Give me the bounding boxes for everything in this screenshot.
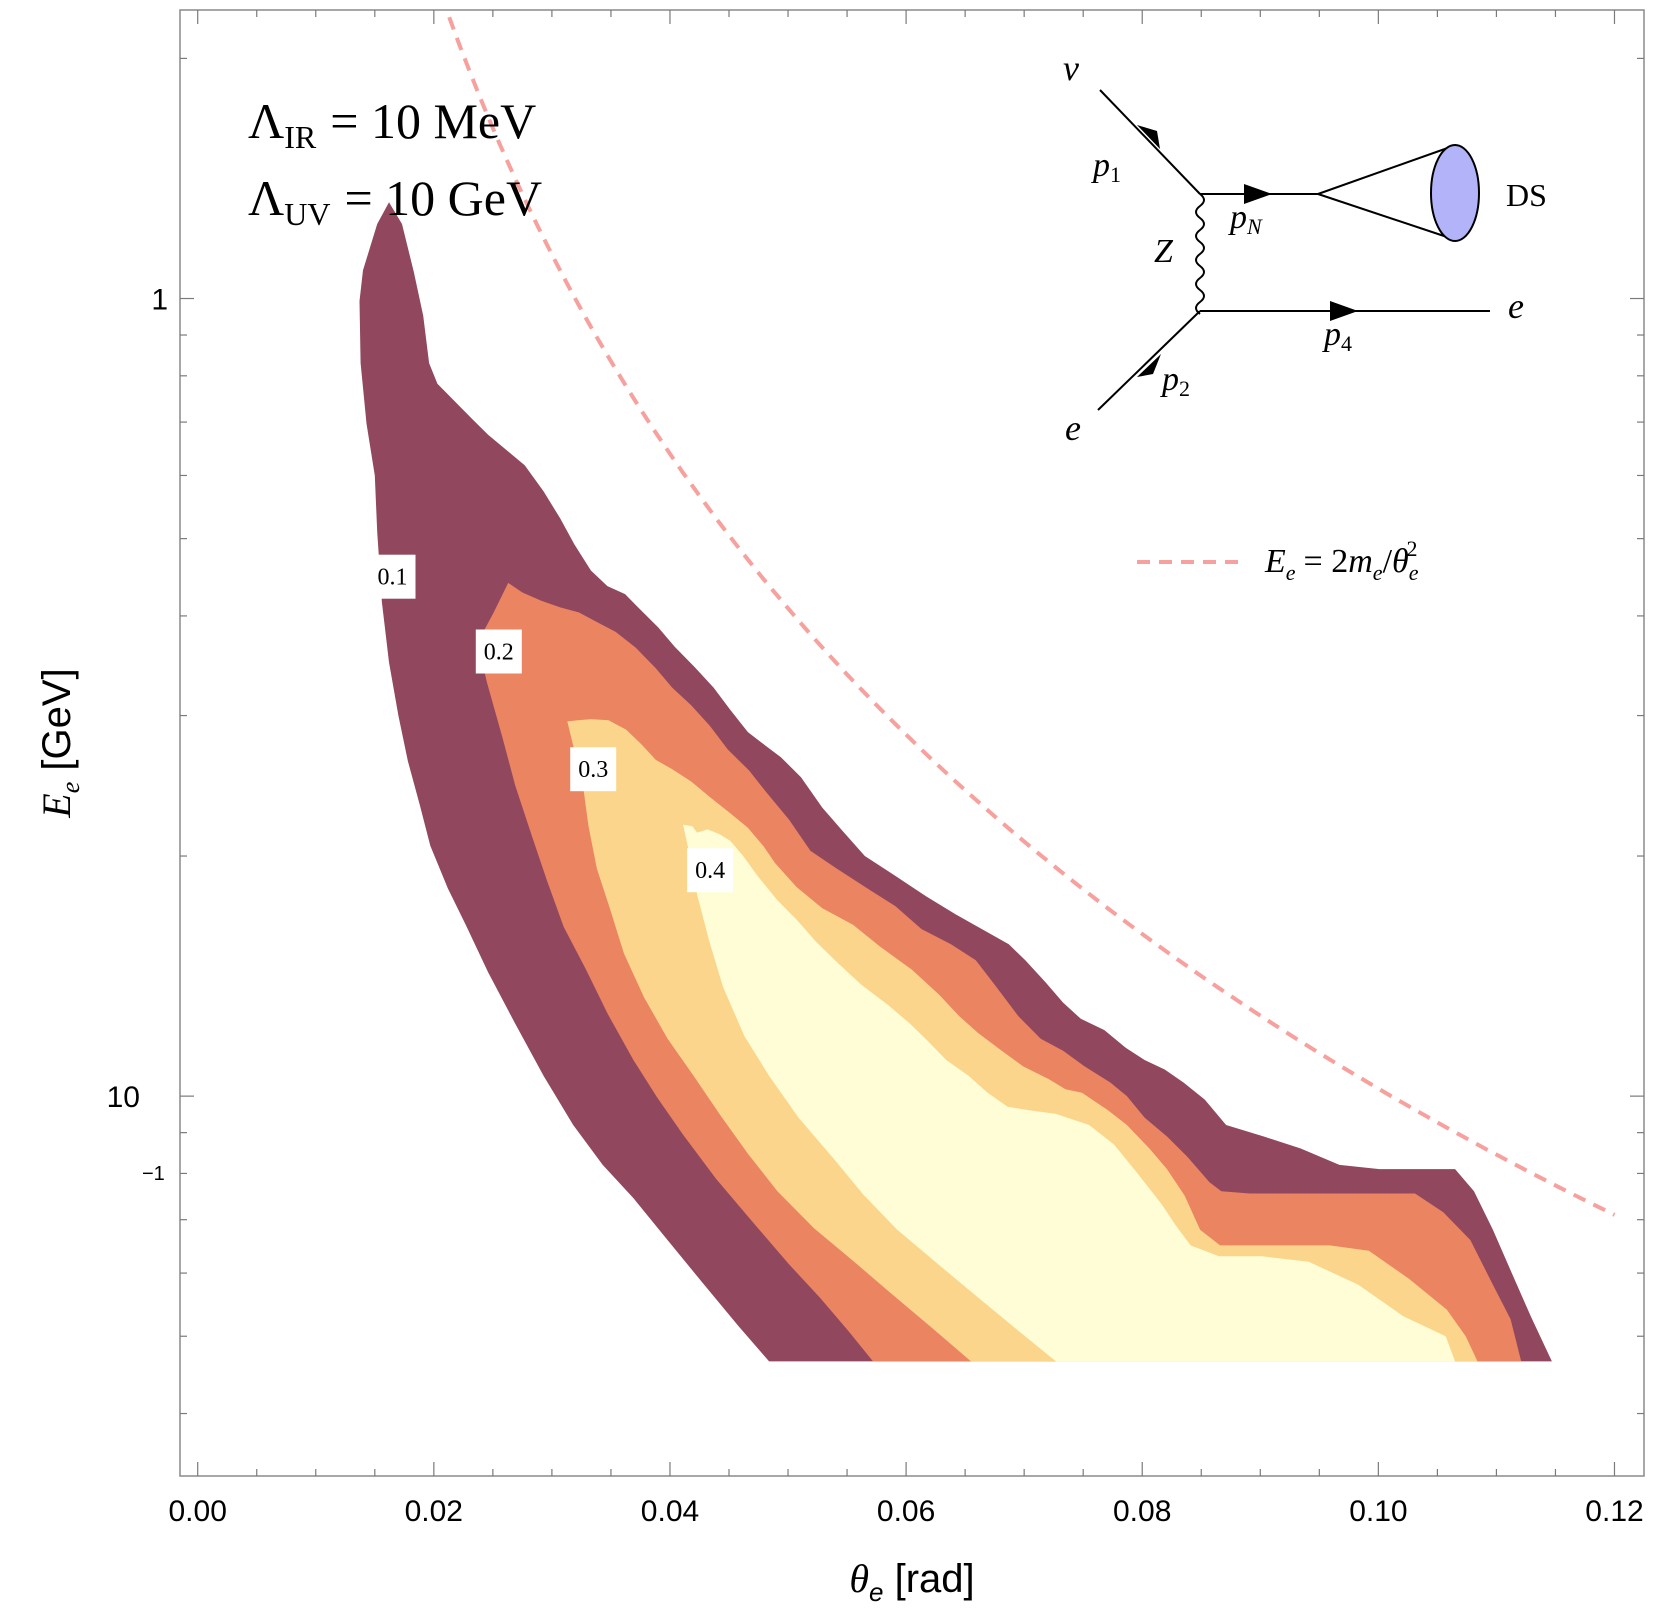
label-p2: p2 xyxy=(1160,361,1190,401)
axis-ticks xyxy=(180,10,1644,1476)
y-tick-labels: 1 10 −1 xyxy=(107,284,168,1186)
ds-cone-lower xyxy=(1317,193,1457,241)
contour-label-bg-0.2 xyxy=(475,629,522,674)
x-tick-label: 0.00 xyxy=(169,1495,227,1528)
contour-label-bg-0.4 xyxy=(687,848,734,893)
label-nu: ν xyxy=(1063,48,1079,88)
lambda-uv-annotation: ΛUV = 10 GeV xyxy=(248,170,542,232)
electron-in-arrow xyxy=(1137,354,1161,377)
y-tick-label-1: 1 xyxy=(151,284,168,317)
x-tick-label: 0.10 xyxy=(1349,1495,1407,1528)
contour-label-0.4: 0.4 xyxy=(695,858,725,884)
label-p4: p4 xyxy=(1322,316,1352,356)
ds-cone-upper xyxy=(1317,144,1457,195)
y-tick-label-0.1: 10 xyxy=(107,1081,140,1114)
pn-arrow xyxy=(1244,184,1272,204)
contour-label-bg-0.3 xyxy=(570,747,617,792)
electron-in-line xyxy=(1097,310,1201,411)
x-tick-label: 0.12 xyxy=(1585,1495,1643,1528)
dark-sector-blob xyxy=(1430,144,1480,242)
label-z: Z xyxy=(1154,233,1174,270)
x-tick-label: 0.06 xyxy=(877,1495,935,1528)
inset-feynman-diagram xyxy=(1097,89,1490,411)
contour-region-0.2 xyxy=(477,582,1522,1362)
inset-labels: ν p1 pN Z DS e p4 p2 e xyxy=(1063,48,1547,448)
x-axis-title: θe [rad] xyxy=(849,1556,974,1607)
contour-region-0.3 xyxy=(567,719,1478,1362)
label-p1: p1 xyxy=(1091,147,1121,187)
label-e-in: e xyxy=(1065,408,1081,448)
contour-label-0.1: 0.1 xyxy=(378,565,408,591)
label-e-out: e xyxy=(1508,286,1524,326)
reference-curve-ee-2me-theta2 xyxy=(447,16,1616,1217)
lambda-ir-annotation: ΛIR = 10 MeV xyxy=(248,93,536,155)
contour-fills xyxy=(359,202,1552,1362)
y-axis-title: Ee [GeV] xyxy=(34,668,85,818)
label-pn: pN xyxy=(1228,199,1263,239)
label-ds: DS xyxy=(1506,177,1547,213)
legend-label: Ee = 2me/θe2 xyxy=(1264,536,1419,585)
z-boson-line xyxy=(1195,193,1205,315)
plot-frame xyxy=(179,9,1645,1477)
neutrino-line xyxy=(1099,89,1201,195)
contour-label-0.2: 0.2 xyxy=(484,640,514,666)
x-tick-labels: 0.00 0.02 0.04 0.06 0.08 0.10 0.12 xyxy=(169,1495,1644,1528)
contour-label-bg-0.1 xyxy=(369,554,416,599)
electron-out-arrow xyxy=(1330,301,1358,321)
lambda-annotations: ΛIR = 10 MeV ΛUV = 10 GeV xyxy=(248,93,542,232)
neutrino-arrow xyxy=(1137,125,1160,149)
x-tick-label: 0.02 xyxy=(405,1495,463,1528)
contour-region-0.4 xyxy=(683,824,1456,1362)
contour-labels: 0.1 0.2 0.3 0.4 xyxy=(369,554,734,893)
x-tick-label: 0.04 xyxy=(641,1495,699,1528)
legend: Ee = 2me/θe2 xyxy=(1137,536,1419,585)
x-tick-label: 0.08 xyxy=(1113,1495,1171,1528)
contour-label-0.3: 0.3 xyxy=(578,757,608,783)
y-tick-label-exponent: −1 xyxy=(142,1163,165,1185)
